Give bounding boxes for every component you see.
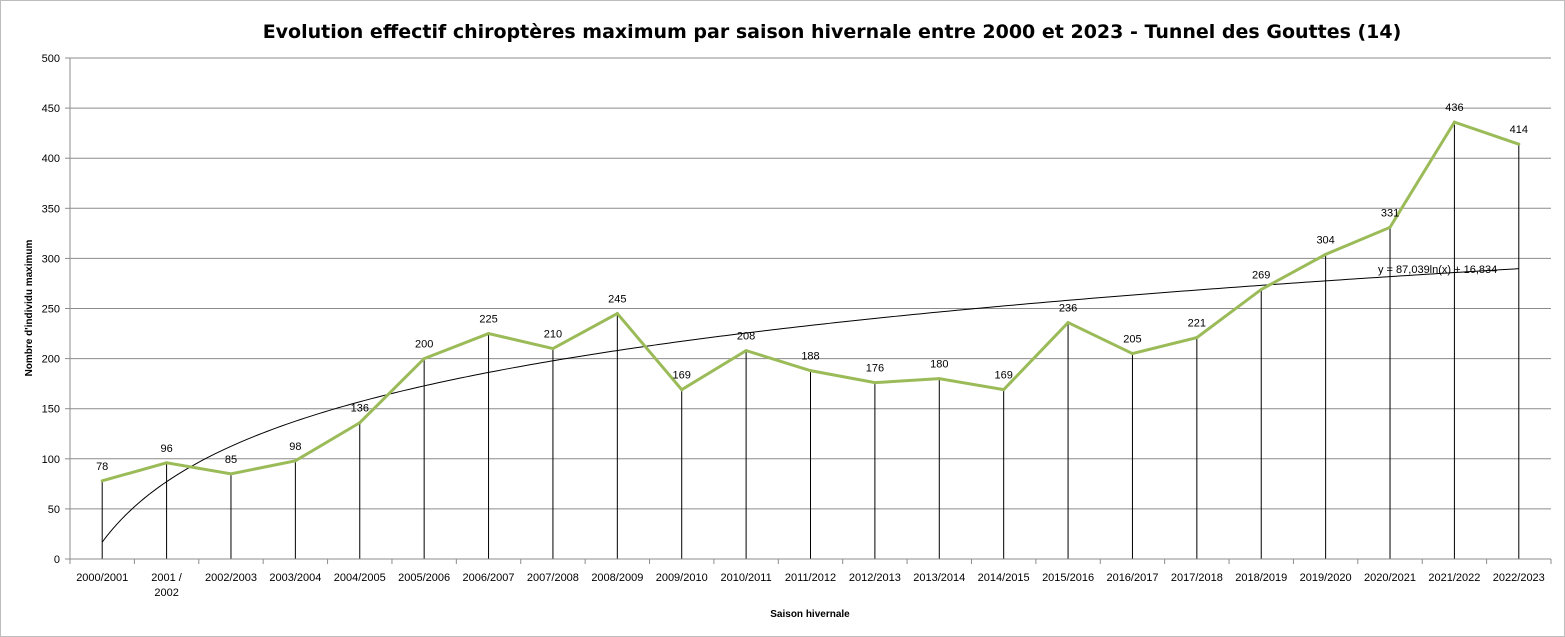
y-tick-label-250: 250: [42, 304, 60, 316]
data-point-5: [422, 357, 426, 361]
x-tick-label-1: 2001 /2002: [151, 572, 183, 599]
data-label-18: 269: [1252, 269, 1270, 281]
data-point-17: [1195, 336, 1199, 340]
gridlines: [70, 57, 1551, 510]
data-point-4: [358, 421, 362, 425]
x-tick-label-0: 2000/2001: [76, 572, 128, 584]
data-label-14: 169: [994, 370, 1012, 382]
x-tick-label-8: 2008/2009: [591, 572, 643, 584]
data-label-16: 205: [1123, 334, 1141, 346]
data-point-13: [937, 377, 941, 381]
x-tick-label-16: 2016/2017: [1106, 572, 1158, 584]
x-tick-label-20: 2020/2021: [1364, 572, 1416, 584]
data-label-7: 210: [544, 329, 562, 341]
data-point-14: [1002, 388, 1006, 392]
x-tick-labels: 2000/2001 2001 /2002 2002/2003 2003/2004 200…: [76, 572, 1545, 599]
y-tick-label-450: 450: [42, 103, 60, 115]
data-label-12: 176: [866, 363, 884, 375]
data-label-17: 221: [1188, 318, 1206, 330]
x-tick-label-21: 2021/2022: [1428, 572, 1480, 584]
x-tick-label-17: 2017/2018: [1171, 572, 1223, 584]
data-point-19: [1324, 252, 1328, 256]
data-labels: 78 96 85 98 136 200 225 210 245 169 208 188 176 180 16…: [96, 102, 1528, 473]
x-axis-title: Saison hivernale: [770, 609, 850, 620]
chart-title: Evolution effectif chiroptères maximum p…: [263, 21, 1402, 43]
data-label-6: 225: [479, 314, 497, 326]
x-tick-label-19: 2019/2020: [1300, 572, 1352, 584]
data-series: [100, 120, 1521, 483]
data-label-0: 78: [96, 461, 108, 473]
data-point-6: [487, 332, 491, 336]
data-label-15: 236: [1059, 303, 1077, 315]
x-tick-label-13: 2013/2014: [913, 572, 965, 584]
x-tick-label-6: 2006/2007: [463, 572, 515, 584]
y-tick-label-300: 300: [42, 253, 60, 265]
data-label-20: 331: [1381, 207, 1399, 219]
data-point-11: [809, 369, 812, 373]
y-tick-labels: 0 50 100 150 200 250 300 350 400 450 500: [42, 53, 60, 566]
y-tick-label-500: 500: [42, 53, 60, 65]
x-tick-label-15: 2015/2016: [1042, 572, 1094, 584]
data-label-3: 98: [289, 441, 301, 453]
data-label-22: 414: [1510, 124, 1528, 136]
x-tick-label-4: 2004/2005: [334, 572, 386, 584]
y-tick-label-100: 100: [42, 454, 60, 466]
data-point-16: [1130, 352, 1134, 356]
data-point-18: [1259, 287, 1263, 291]
x-tick-label-18: 2018/2019: [1235, 572, 1287, 584]
x-tick-label-14: 2014/2015: [978, 572, 1030, 584]
data-label-11: 188: [801, 351, 819, 363]
data-label-1: 96: [160, 443, 172, 455]
data-point-20: [1388, 225, 1392, 229]
x-tick-label-10: 2010/2011: [721, 572, 772, 584]
data-point-15: [1066, 321, 1070, 325]
y-tick-label-0: 0: [54, 554, 60, 566]
data-label-5: 200: [415, 339, 433, 351]
x-tick-label-9: 2009/2010: [656, 572, 708, 584]
y-tick-label-400: 400: [42, 153, 60, 165]
data-label-21: 436: [1445, 102, 1463, 114]
y-tick-label-200: 200: [42, 354, 60, 366]
data-point-2: [229, 472, 233, 476]
data-point-10: [744, 349, 748, 353]
x-tick-label-12: 2012/2013: [849, 572, 901, 584]
data-point-3: [293, 459, 297, 463]
x-tick-label-7: 2007/2008: [527, 572, 579, 584]
x-tick-label-3: 2003/2004: [269, 572, 321, 584]
y-axis-title: Nombre d'individu maximum: [24, 239, 35, 376]
y-tick-label-350: 350: [42, 203, 60, 215]
data-point-8: [615, 312, 619, 316]
data-label-2: 85: [225, 454, 237, 466]
x-tick-label-5: 2005/2006: [398, 572, 450, 584]
data-point-1: [165, 461, 169, 465]
data-label-8: 245: [608, 294, 626, 306]
data-label-9: 169: [673, 370, 691, 382]
data-label-19: 304: [1316, 234, 1334, 246]
y-tick-label-150: 150: [42, 404, 60, 416]
data-label-13: 180: [930, 359, 948, 371]
data-point-22: [1517, 142, 1521, 146]
data-label-10: 208: [737, 331, 755, 343]
data-point-21: [1452, 120, 1456, 124]
axes: [65, 57, 1552, 564]
x-tick-label-2: 2002/2003: [205, 572, 257, 584]
data-point-12: [873, 381, 877, 385]
data-label-4: 136: [351, 403, 369, 415]
data-point-9: [680, 388, 684, 392]
drop-lines: [101, 122, 1520, 559]
x-tick-label-22: 2022/2023: [1493, 572, 1545, 584]
y-tick-label-50: 50: [48, 504, 60, 516]
data-point-7: [551, 347, 555, 351]
trendline-path: [101, 268, 1519, 543]
trendline: [101, 268, 1519, 543]
x-tick-label-11: 2011/2012: [785, 572, 836, 584]
data-point-0: [100, 479, 104, 483]
trendline-equation: y = 87,039ln(x) + 16,834: [1378, 264, 1497, 276]
